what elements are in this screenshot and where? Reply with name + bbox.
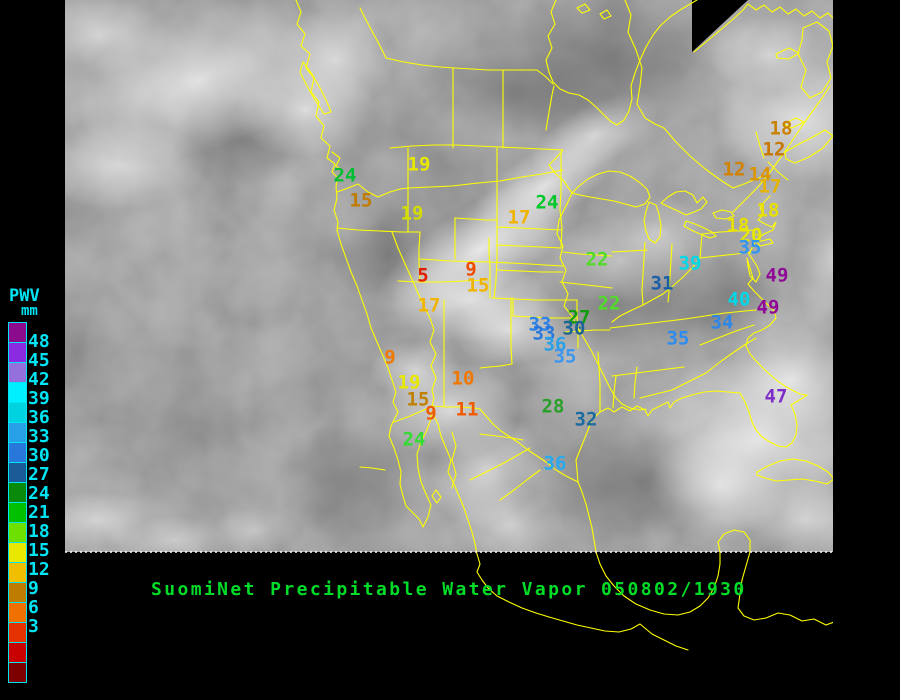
legend-colorbar	[8, 322, 27, 683]
legend-label: 3	[28, 616, 39, 637]
station-value: 47	[764, 385, 788, 408]
legend-segment	[8, 563, 27, 583]
legend-label: 39	[28, 388, 50, 409]
legend-segment	[8, 503, 27, 523]
station-value: 15	[466, 274, 490, 297]
station-value: 19	[407, 153, 431, 176]
station-value: 39	[678, 252, 702, 275]
legend-label: 12	[28, 559, 50, 580]
cloud-texture	[65, 0, 833, 552]
station-value: 35	[738, 236, 762, 259]
station-value: 18	[769, 117, 793, 140]
station-value: 33	[532, 322, 556, 345]
legend-label: 15	[28, 540, 50, 561]
image-title: SuomiNet Precipitable Water Vapor 050802…	[151, 579, 747, 600]
station-value: 11	[455, 398, 479, 421]
legend-segment	[8, 322, 27, 343]
legend-segment	[8, 543, 27, 563]
legend-segment	[8, 423, 27, 443]
legend-label: 30	[28, 445, 50, 466]
legend-label: 27	[28, 464, 50, 485]
station-value: 24	[333, 164, 357, 187]
station-value: 36	[543, 452, 567, 475]
station-value: 32	[574, 408, 598, 431]
station-value: 19	[397, 371, 421, 394]
legend-segment	[8, 663, 27, 683]
station-value: 14	[748, 163, 772, 186]
station-value: 31	[650, 272, 674, 295]
map-outlines	[295, 0, 833, 651]
legend-segment	[8, 363, 27, 383]
legend-label: 21	[28, 502, 50, 523]
legend-label: 9	[28, 578, 39, 599]
legend-label: 6	[28, 597, 39, 618]
legend-label: 18	[28, 521, 50, 542]
station-value: 18	[756, 199, 780, 222]
legend-segment	[8, 383, 27, 403]
legend-title: PWV	[9, 286, 40, 306]
station-value: 19	[400, 202, 424, 225]
station-value: 33	[528, 313, 552, 336]
station-value: 27	[567, 306, 591, 329]
legend-segment	[8, 643, 27, 663]
station-value: 49	[765, 264, 789, 287]
station-value: 20	[739, 224, 763, 247]
station-value: 17	[758, 175, 782, 198]
legend-segment	[8, 483, 27, 503]
legend-unit-label: mm	[21, 303, 38, 319]
station-value: 28	[541, 395, 565, 418]
station-value: 9	[465, 258, 477, 281]
station-value: 40	[727, 288, 751, 311]
station-value: 12	[722, 158, 746, 181]
legend-segment	[8, 443, 27, 463]
station-value: 17	[507, 206, 531, 229]
legend-segment	[8, 343, 27, 363]
legend-segment	[8, 623, 27, 643]
station-value: 35	[553, 345, 577, 368]
legend-label: 24	[28, 483, 50, 504]
legend-segment	[8, 603, 27, 623]
legend-label: 45	[28, 350, 50, 371]
station-value: 15	[349, 189, 373, 212]
legend-segment	[8, 583, 27, 603]
station-value: 9	[425, 402, 437, 425]
station-value: 12	[762, 138, 786, 161]
legend-segment	[8, 523, 27, 543]
no-data-wedge	[692, 0, 748, 52]
station-value: 15	[406, 388, 430, 411]
station-value: 35	[666, 327, 690, 350]
legend-label: 33	[28, 426, 50, 447]
station-value: 22	[585, 248, 609, 271]
legend-label: 36	[28, 407, 50, 428]
legend-label: 48	[28, 331, 50, 352]
station-value: 34	[710, 311, 734, 334]
legend-label: 42	[28, 369, 50, 390]
station-value: 5	[417, 264, 429, 287]
station-value: 10	[451, 367, 475, 390]
station-value: 49	[756, 296, 780, 319]
legend-segment	[8, 463, 27, 483]
station-value: 9	[384, 346, 396, 369]
station-value: 18	[726, 214, 750, 237]
station-value: 24	[402, 428, 426, 451]
station-value: 24	[535, 191, 559, 214]
station-value: 30	[562, 317, 586, 340]
station-value: 17	[417, 294, 441, 317]
station-value: 36	[543, 333, 567, 356]
legend-segment	[8, 403, 27, 423]
station-value: 22	[597, 292, 621, 315]
